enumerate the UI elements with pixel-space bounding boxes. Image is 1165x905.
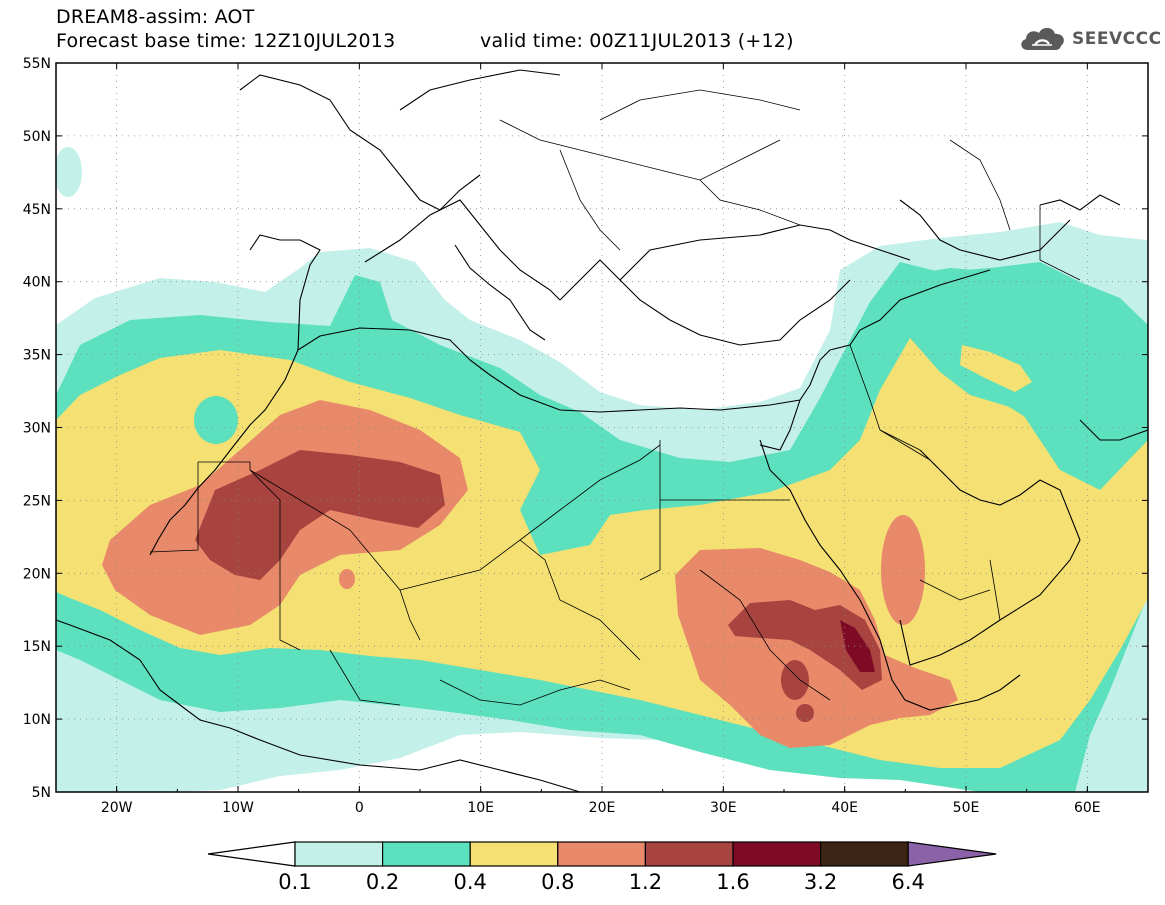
aot-region-1.6 [840, 620, 875, 672]
seevccc-logo: SEEVCCC [1018, 22, 1162, 56]
colorbar-label: 0.1 [278, 870, 311, 894]
colorbar-swatch [557, 841, 646, 867]
aot-region-1.2 [195, 450, 445, 580]
colorbar-label: 0.2 [366, 870, 399, 894]
colorbar-swatch [469, 841, 559, 867]
lon-label: 0 [355, 800, 364, 816]
lat-label: 40N [23, 275, 51, 291]
map-title: DREAM8-assim: AOT [56, 6, 255, 28]
colorbar-label: 1.2 [629, 870, 662, 894]
colorbar-swatch [644, 841, 734, 867]
lat-label: 35N [23, 348, 51, 364]
logo-text: SEEVCCC [1072, 29, 1162, 49]
lat-label: 45N [23, 202, 51, 218]
lon-label: 30E [710, 800, 737, 816]
lon-label: 10W [222, 800, 254, 816]
lat-label: 5N [32, 785, 51, 801]
coastlines [56, 69, 1148, 792]
axis-ticks [55, 62, 1149, 793]
aot-region-0.4-iran [960, 345, 1032, 392]
valid-time: valid time: 00Z11JUL2013 (+12) [480, 30, 794, 52]
lat-label: 10N [23, 712, 51, 728]
lat-label: 55N [23, 56, 51, 72]
colorbar-swatch [382, 841, 471, 867]
colorbar-label: 1.6 [716, 870, 749, 894]
aot-region-0.1-north [56, 147, 82, 197]
lat-label: 30N [23, 421, 51, 437]
lon-label: 50E [953, 800, 980, 816]
colorbar-underflow-arrow [207, 841, 296, 867]
lon-label: 20E [589, 800, 616, 816]
colorbar-overflow-arrow [907, 841, 997, 867]
lat-label: 25N [23, 493, 51, 509]
lon-label: 40E [831, 800, 858, 816]
colorbar-label: 3.2 [804, 870, 837, 894]
colorbar-labels: 0.1 0.2 0.4 0.8 1.2 1.6 3.2 6.4 [278, 870, 925, 894]
lat-label: 50N [23, 129, 51, 145]
forecast-base-time: Forecast base time: 12Z10JUL2013 [56, 30, 396, 52]
longitude-labels: 20W 10W 0 10E 20E 30E 40E 50E 60E [101, 800, 1101, 816]
colorbar-swatch [294, 841, 384, 867]
colorbar-swatch [819, 841, 909, 867]
aot-region-1.2-dot1 [781, 660, 809, 700]
colorbar-label: 0.8 [541, 870, 574, 894]
aot-region-0.2-island [194, 396, 238, 444]
latitude-labels: 55N 50N 45N 40N 35N 30N 25N 20N 15N 10N 5N [23, 56, 51, 801]
colorbar-label: 0.4 [453, 870, 486, 894]
country-borders [149, 89, 1081, 706]
aot-region-0.8-arabia [881, 515, 925, 625]
aot-contours [56, 63, 1148, 792]
colorbar-label: 6.4 [891, 870, 924, 894]
colorbar-swatch [732, 841, 822, 867]
lat-label: 15N [23, 639, 51, 655]
lon-label: 10E [467, 800, 494, 816]
cloud-logo-icon [1021, 27, 1064, 50]
colorbar [207, 841, 997, 867]
lon-label: 60E [1074, 800, 1101, 816]
aot-region-1.2-dot2 [796, 704, 814, 722]
lon-label: 20W [101, 800, 133, 816]
aot-region-0.8-dot [339, 569, 355, 589]
gridlines [56, 63, 1148, 792]
lat-label: 20N [23, 566, 51, 582]
